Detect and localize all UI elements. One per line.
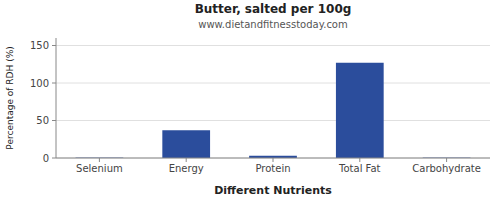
tick-label: Energy bbox=[169, 163, 204, 174]
y-axis: 0 50 100 150 bbox=[30, 40, 490, 164]
tick-mark bbox=[52, 83, 56, 84]
tick-mark bbox=[99, 158, 100, 162]
title: Butter, salted per 100g bbox=[195, 2, 352, 16]
y-axis-line bbox=[56, 38, 57, 158]
x-axis: Selenium Energy Protein Total Fat Carbohydra… bbox=[76, 158, 481, 174]
tick-label: Protein bbox=[255, 163, 290, 174]
tick-mark bbox=[52, 45, 56, 46]
tick-mark bbox=[446, 158, 447, 162]
bar bbox=[336, 63, 384, 158]
y-axis-label: Percentage of RDH (%) bbox=[5, 46, 15, 149]
tick-label: 100 bbox=[30, 78, 49, 89]
tick-label: Selenium bbox=[76, 163, 123, 174]
tick-mark bbox=[52, 120, 56, 121]
tick-label: 50 bbox=[36, 115, 49, 126]
tick-label: 150 bbox=[30, 40, 49, 51]
tick-label: 0 bbox=[43, 153, 49, 164]
subtitle: www.dietandfitnesstoday.com bbox=[198, 19, 347, 30]
chart-svg: Butter, salted per 100g www.dietandfitnes… bbox=[0, 0, 500, 200]
bar bbox=[162, 130, 210, 158]
tick-mark bbox=[273, 158, 274, 162]
grid-line bbox=[56, 83, 490, 84]
chart-container: Butter, salted per 100g www.dietandfitnes… bbox=[0, 0, 500, 200]
x-axis-label: Different Nutrients bbox=[214, 184, 332, 197]
grid-line bbox=[56, 45, 490, 46]
tick-mark bbox=[186, 158, 187, 162]
tick-mark bbox=[359, 158, 360, 162]
tick-label: Carbohydrate bbox=[412, 163, 481, 174]
tick-label: Total Fat bbox=[338, 163, 380, 174]
grid-line bbox=[56, 120, 490, 121]
tick-mark bbox=[52, 158, 56, 159]
bars bbox=[76, 63, 471, 158]
